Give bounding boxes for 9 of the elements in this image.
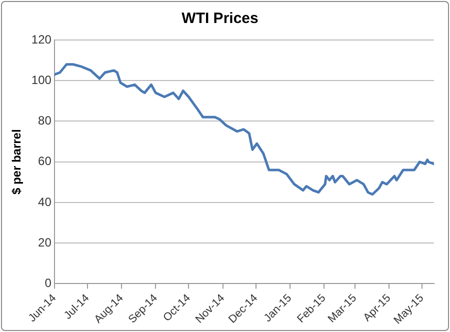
y-tick-label: 100 — [31, 72, 52, 87]
chart-title: WTI Prices — [182, 10, 258, 28]
y-tick-label: 120 — [31, 32, 52, 46]
y-tick-label: 0 — [44, 276, 52, 290]
y-tick-label: 40 — [38, 194, 52, 209]
y-tick-label: 20 — [38, 235, 52, 250]
y-axis-title: $ per barrel — [10, 129, 24, 195]
y-tick-label: 80 — [38, 114, 52, 128]
y-tick-label: 60 — [38, 154, 52, 168]
